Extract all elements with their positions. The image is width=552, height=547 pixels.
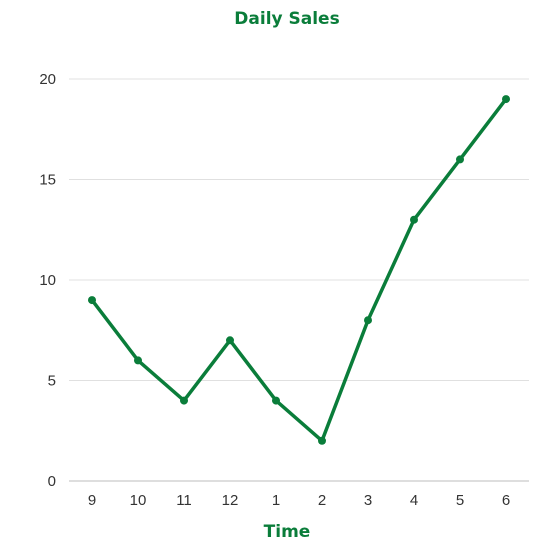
x-tick-label: 11 bbox=[176, 492, 192, 509]
x-tick-label: 4 bbox=[410, 492, 418, 509]
data-point bbox=[318, 436, 326, 445]
y-tick-label: 20 bbox=[39, 71, 56, 88]
y-tick-label: 15 bbox=[39, 172, 56, 189]
data-point bbox=[226, 336, 234, 345]
y-axis-ticks: 0 5 10 15 20 bbox=[39, 71, 56, 490]
data-points bbox=[88, 95, 510, 445]
x-tick-label: 2 bbox=[318, 492, 326, 509]
data-point bbox=[88, 296, 96, 305]
data-point bbox=[180, 396, 188, 405]
y-tick-label: 0 bbox=[48, 473, 56, 490]
series-line bbox=[90, 97, 508, 443]
x-tick-label: 3 bbox=[364, 492, 372, 509]
x-tick-label: 10 bbox=[130, 492, 147, 509]
data-point bbox=[410, 215, 418, 224]
x-tick-label: 5 bbox=[456, 492, 464, 509]
data-point bbox=[364, 316, 372, 325]
data-point bbox=[456, 155, 464, 164]
data-point bbox=[502, 95, 510, 104]
gridlines bbox=[69, 78, 529, 381]
x-tick-label: 6 bbox=[502, 492, 510, 509]
x-axis-title: Time bbox=[264, 522, 311, 542]
chart-title: Daily Sales bbox=[234, 9, 339, 29]
data-point bbox=[134, 356, 142, 365]
x-axis-ticks: 9 10 11 12 1 2 3 4 5 6 bbox=[88, 492, 510, 509]
x-tick-label: 9 bbox=[88, 492, 96, 509]
y-tick-label: 5 bbox=[48, 373, 56, 390]
x-tick-label: 1 bbox=[272, 492, 280, 509]
data-point bbox=[272, 396, 280, 405]
y-tick-label: 10 bbox=[39, 272, 56, 289]
x-tick-label: 12 bbox=[222, 492, 239, 509]
